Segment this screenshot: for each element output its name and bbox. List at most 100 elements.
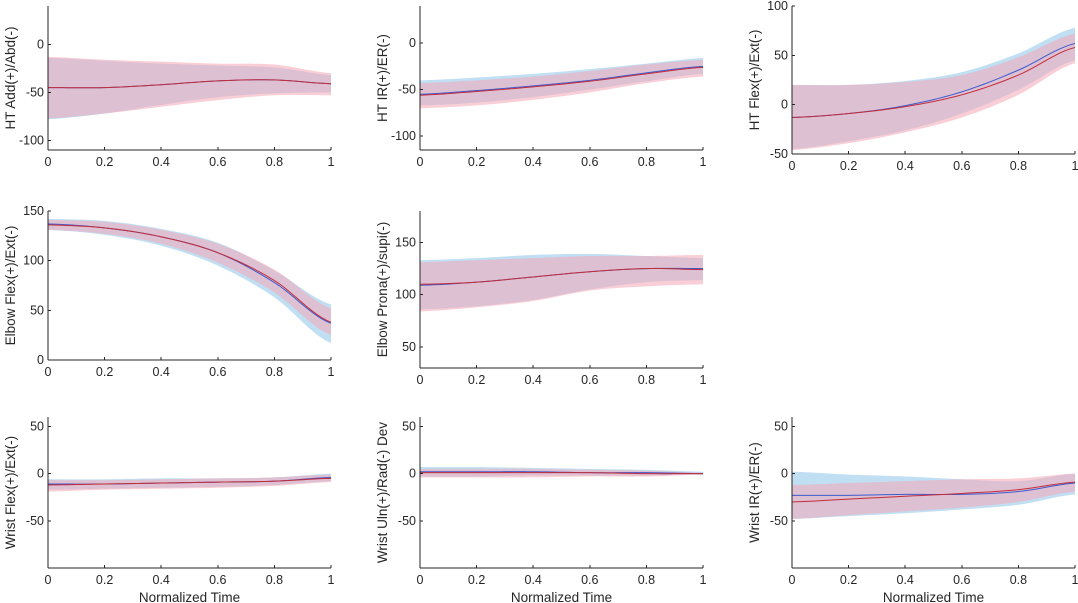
x-tick-label: 0.4 bbox=[897, 573, 914, 587]
y-tick-label: -50 bbox=[26, 514, 44, 528]
mean-line-red-ht-add-abd bbox=[48, 79, 331, 89]
x-tick-label: 0.8 bbox=[266, 573, 283, 587]
plot-area bbox=[792, 471, 1075, 519]
y-tick-label: 0 bbox=[37, 353, 44, 367]
x-tick-label: 1 bbox=[328, 155, 335, 169]
band-red-ht-add-abd bbox=[48, 56, 331, 119]
chart-panel-wrist-ir-er: 0 0.2 0.4 0.6 0.8 1 -50 0 50 Wrist IR(+)/ER(-) Nor… bbox=[747, 417, 1078, 603]
x-tick-label: 0 bbox=[789, 159, 796, 173]
band-red-elbow-flex-ext bbox=[48, 219, 331, 336]
y-axis-label-ht-flex-ext: HT Flex(+)/Ext(-) bbox=[747, 30, 762, 131]
y-tick-label: -50 bbox=[26, 85, 44, 99]
x-tick-label: 0.6 bbox=[581, 373, 598, 387]
x-tick-label: 0 bbox=[417, 373, 424, 387]
plot-area bbox=[420, 466, 703, 478]
x-tick-label: 1 bbox=[700, 373, 707, 387]
y-axis-label-wrist-uln-rad: Wrist Uln(+)/Rad(-) Dev bbox=[375, 422, 390, 563]
x-tick-label: 0.6 bbox=[209, 573, 226, 587]
mean-line-red-ht-ir-er bbox=[420, 66, 703, 96]
mean-line-red-wrist-flex-ext bbox=[48, 477, 331, 486]
x-tick-label: 0.2 bbox=[96, 365, 113, 379]
plot-area bbox=[420, 253, 703, 312]
y-tick-label: 0 bbox=[409, 36, 416, 50]
x-tick-label: 0.4 bbox=[525, 573, 542, 587]
y-tick-label: -50 bbox=[398, 83, 416, 97]
x-tick-label: 0.8 bbox=[638, 573, 655, 587]
x-axis-label-wrist-ir-er: Normalized Time bbox=[883, 590, 984, 603]
y-tick-label: 100 bbox=[395, 288, 416, 302]
y-tick-label: 50 bbox=[774, 419, 788, 433]
x-tick-label: 0.6 bbox=[581, 155, 598, 169]
mean-line-blue-ht-ir-er bbox=[420, 65, 703, 95]
mean-line-red-elbow-flex-ext bbox=[48, 224, 331, 323]
y-axis-label-ht-add-abd: HT Add(+)/Abd(-) bbox=[3, 27, 18, 130]
band-red-wrist-uln-rad bbox=[420, 468, 703, 478]
plot-area bbox=[48, 56, 331, 120]
mean-line-red-elbow-prona-supi bbox=[420, 268, 703, 285]
x-axis-label-wrist-uln-rad: Normalized Time bbox=[511, 590, 612, 603]
y-axis-label-wrist-flex-ext: Wrist Flex(+)/Ext(-) bbox=[3, 436, 18, 549]
chart-panel-wrist-flex-ext: 0 0.2 0.4 0.6 0.8 1 -50 0 50 Wrist Flex(+)/Ext(-)… bbox=[3, 417, 335, 603]
x-tick-label: 0.6 bbox=[953, 573, 970, 587]
x-tick-label: 0 bbox=[45, 573, 52, 587]
x-tick-label: 1 bbox=[700, 573, 707, 587]
chart-panel-ht-ir-er: 0 0.2 0.4 0.6 0.8 1 -100 -50 0 HT IR(+)/ER(-) bbox=[375, 6, 707, 169]
y-axis-label-elbow-prona-supi: Elbow Prona(+)/supi(-) bbox=[375, 222, 390, 357]
y-tick-label: 50 bbox=[774, 48, 788, 62]
x-tick-label: 0.6 bbox=[209, 365, 226, 379]
y-axis-label-elbow-flex-ext: Elbow Flex(+)/Ext(-) bbox=[3, 226, 18, 346]
x-tick-label: 1 bbox=[1072, 573, 1078, 587]
x-tick-label: 0.6 bbox=[209, 155, 226, 169]
y-axis-label-ht-ir-er: HT IR(+)/ER(-) bbox=[375, 34, 390, 122]
y-axis-label-wrist-ir-er: Wrist IR(+)/ER(-) bbox=[747, 442, 762, 543]
x-tick-label: 0.6 bbox=[581, 573, 598, 587]
x-tick-label: 0.2 bbox=[468, 155, 485, 169]
x-tick-label: 0.8 bbox=[1010, 159, 1027, 173]
x-tick-label: 0.2 bbox=[840, 573, 857, 587]
y-tick-label: -50 bbox=[770, 514, 788, 528]
plot-area bbox=[420, 58, 703, 109]
x-tick-label: 0.2 bbox=[96, 573, 113, 587]
band-red-wrist-ir-er bbox=[792, 473, 1075, 519]
x-tick-label: 0.4 bbox=[525, 373, 542, 387]
y-tick-label: 0 bbox=[409, 467, 416, 481]
x-tick-label: 0.4 bbox=[153, 365, 170, 379]
x-tick-label: 0.2 bbox=[840, 159, 857, 173]
y-tick-label: 0 bbox=[37, 467, 44, 481]
x-axis-label-wrist-flex-ext: Normalized Time bbox=[139, 590, 240, 603]
x-tick-label: 0 bbox=[45, 155, 52, 169]
x-tick-label: 0.8 bbox=[638, 373, 655, 387]
x-tick-label: 1 bbox=[700, 155, 707, 169]
y-tick-label: 150 bbox=[395, 235, 416, 249]
x-tick-label: 1 bbox=[328, 573, 335, 587]
chart-panel-wrist-uln-rad: 0 0.2 0.4 0.6 0.8 1 -50 0 50 Wrist Uln(+)/Rad(-) … bbox=[375, 417, 707, 603]
y-tick-label: 100 bbox=[23, 254, 44, 268]
y-tick-label: 100 bbox=[767, 0, 788, 13]
plot-area bbox=[792, 27, 1075, 151]
plot-area bbox=[48, 218, 331, 344]
x-tick-label: 0.8 bbox=[266, 155, 283, 169]
y-tick-label: 50 bbox=[402, 340, 416, 354]
x-tick-label: 0 bbox=[417, 155, 424, 169]
mean-line-red-wrist-ir-er bbox=[792, 481, 1075, 503]
x-tick-label: 0.8 bbox=[266, 365, 283, 379]
plot-area bbox=[48, 473, 331, 492]
x-tick-label: 0.2 bbox=[468, 373, 485, 387]
y-tick-label: 0 bbox=[781, 467, 788, 481]
x-tick-label: 0.8 bbox=[1010, 573, 1027, 587]
y-tick-label: -50 bbox=[770, 147, 788, 161]
chart-panel-ht-add-abd: 0 0.2 0.4 0.6 0.8 1 -100 -50 0 HT Add(+)/Abd(-) bbox=[3, 6, 335, 169]
x-tick-label: 1 bbox=[1072, 159, 1078, 173]
x-tick-label: 0.2 bbox=[96, 155, 113, 169]
x-tick-label: 0.8 bbox=[638, 155, 655, 169]
band-red-ht-flex-ext bbox=[792, 33, 1075, 151]
x-tick-label: 0.6 bbox=[953, 159, 970, 173]
x-tick-label: 0 bbox=[45, 365, 52, 379]
y-tick-label: 50 bbox=[30, 419, 44, 433]
y-tick-label: -50 bbox=[398, 514, 416, 528]
y-tick-label: 150 bbox=[23, 204, 44, 218]
y-tick-label: 50 bbox=[402, 419, 416, 433]
